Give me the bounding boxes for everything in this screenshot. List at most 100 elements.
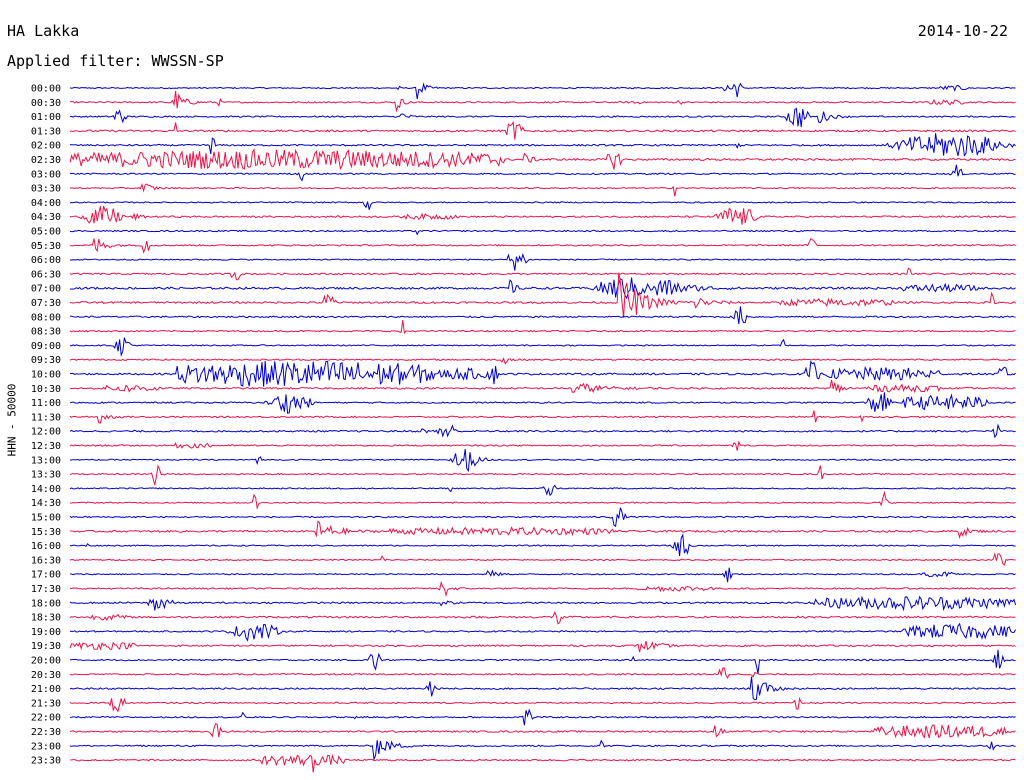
trace-1630 (69, 552, 1016, 566)
trace-0730 (69, 272, 1016, 318)
trace-2100 (69, 676, 1016, 701)
trace-1300 (69, 448, 1016, 473)
time-label: 10:00 (31, 370, 61, 381)
time-label: 06:30 (31, 269, 61, 280)
time-label: 11:00 (31, 398, 61, 409)
trace-0400 (69, 201, 1016, 210)
trace-0900 (69, 337, 1016, 357)
time-label: 12:00 (31, 427, 61, 438)
trace-1530 (69, 520, 1016, 539)
trace-1700 (69, 567, 1016, 583)
time-label: 21:30 (31, 698, 61, 709)
time-labels: 00:00 00:30 01:00 01:30 02:00 02:30 03:00 03:30… (31, 84, 61, 767)
trace-0100 (69, 107, 1016, 128)
trace-2300 (69, 739, 1016, 762)
time-label: 01:00 (31, 112, 61, 123)
time-label: 15:00 (31, 513, 61, 524)
time-label: 19:00 (31, 627, 61, 638)
trace-0200 (69, 133, 1016, 157)
time-label: 01:30 (31, 126, 61, 137)
time-label: 08:30 (31, 327, 61, 338)
time-label: 17:30 (31, 584, 61, 595)
seismogram-traces (69, 82, 1017, 773)
time-label: 02:30 (31, 155, 61, 166)
time-label: 12:30 (31, 441, 61, 452)
trace-2200 (69, 708, 1016, 726)
time-label: 04:00 (31, 198, 61, 209)
trace-0230 (69, 148, 1016, 170)
trace-2000 (69, 649, 1016, 674)
time-label: 22:30 (31, 727, 61, 738)
trace-0030 (69, 90, 1016, 113)
trace-1500 (69, 507, 1016, 528)
time-label: 18:00 (31, 598, 61, 609)
trace-0300 (69, 164, 1016, 182)
station-title: HA Lakka (7, 22, 80, 40)
time-label: 11:30 (31, 412, 61, 423)
trace-1900 (69, 622, 1017, 642)
time-label: 02:00 (31, 141, 61, 152)
trace-1800 (69, 595, 1017, 612)
time-label: 15:30 (31, 527, 61, 538)
trace-0930 (69, 357, 1016, 365)
trace-1600 (69, 533, 1016, 557)
time-label: 09:00 (31, 341, 61, 352)
trace-1130 (69, 410, 1016, 424)
trace-0830 (69, 319, 1016, 335)
time-label: 16:30 (31, 555, 61, 566)
trace-1230 (69, 440, 1016, 451)
time-label: 18:30 (31, 613, 61, 624)
time-label: 09:30 (31, 355, 61, 366)
time-label: 05:00 (31, 227, 61, 238)
trace-1100 (69, 392, 1016, 414)
trace-1830 (69, 610, 1016, 625)
trace-1730 (69, 580, 1016, 598)
time-label: 13:00 (31, 455, 61, 466)
trace-0000 (69, 82, 1016, 100)
filter-label: Applied filter: WWSSN-SP (7, 52, 224, 70)
date-label: 2014-10-22 (917, 22, 1008, 40)
time-label: 10:30 (31, 384, 61, 395)
trace-1930 (69, 641, 1016, 653)
trace-2230 (69, 723, 1016, 739)
trace-2030 (69, 667, 1016, 679)
trace-0530 (69, 237, 1016, 254)
time-label: 14:00 (31, 484, 61, 495)
time-label: 08:00 (31, 312, 61, 323)
trace-2330 (69, 753, 1016, 773)
trace-1200 (69, 423, 1016, 439)
trace-1430 (69, 490, 1016, 510)
trace-2130 (69, 696, 1016, 713)
trace-1000 (69, 360, 1016, 387)
time-label: 23:30 (31, 756, 61, 767)
time-label: 03:30 (31, 184, 61, 195)
trace-0430 (69, 205, 1016, 225)
time-label: 13:30 (31, 470, 61, 481)
time-label: 16:00 (31, 541, 61, 552)
trace-0500 (69, 229, 1016, 236)
trace-0130 (69, 120, 1016, 140)
time-label: 04:30 (31, 212, 61, 223)
time-label: 06:00 (31, 255, 61, 266)
trace-0800 (69, 306, 1016, 325)
trace-0600 (69, 252, 1016, 271)
trace-1400 (69, 484, 1016, 497)
time-label: 03:00 (31, 169, 61, 180)
time-label: 07:30 (31, 298, 61, 309)
time-label: 17:00 (31, 570, 61, 581)
time-label: 23:00 (31, 741, 61, 752)
time-label: 07:00 (31, 284, 61, 295)
time-label: 20:30 (31, 670, 61, 681)
time-label: 00:30 (31, 98, 61, 109)
time-label: 05:30 (31, 241, 61, 252)
time-label: 00:00 (31, 84, 61, 95)
time-label: 14:30 (31, 498, 61, 509)
time-label: 19:30 (31, 641, 61, 652)
time-label: 21:00 (31, 684, 61, 695)
trace-1330 (69, 464, 1016, 486)
trace-1030 (69, 379, 1016, 394)
trace-0700 (69, 277, 1016, 300)
trace-0630 (69, 267, 1016, 281)
trace-0330 (69, 183, 1016, 197)
